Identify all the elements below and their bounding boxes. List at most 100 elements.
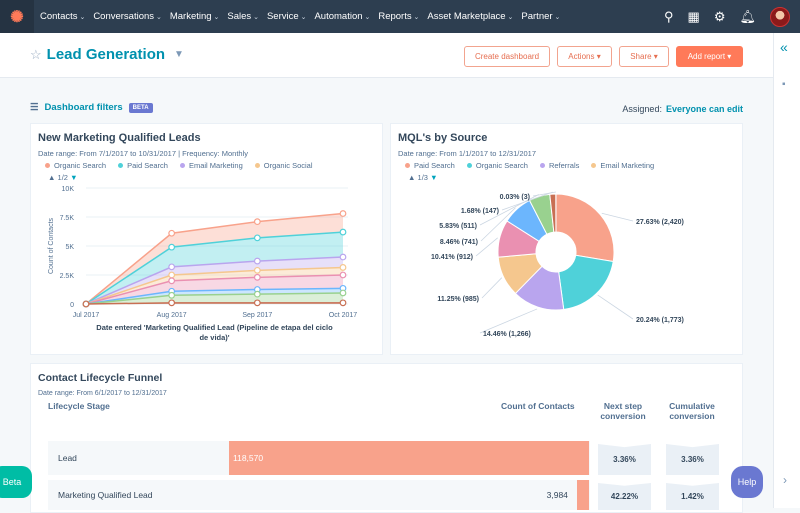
x-tick-label: Aug 2017	[157, 312, 187, 319]
marketplace-icon[interactable]: ▦	[688, 9, 700, 25]
data-point	[340, 265, 346, 271]
help-button[interactable]: Help	[731, 466, 763, 498]
y-tick-label: 7.5K	[60, 215, 75, 222]
label-leader	[480, 309, 537, 333]
dashboard-header: ☆ Lead Generation ▼ Create dashboard Actio…	[0, 33, 773, 78]
data-point	[255, 275, 261, 281]
dashboard-filters-link[interactable]: Dashboard filters	[45, 102, 123, 113]
nav-partner[interactable]: Partner	[521, 11, 560, 22]
pie-chart: 27.63% (2,420)20.24% (1,773)14.46% (1,26…	[391, 124, 744, 356]
data-point	[340, 300, 346, 306]
data-point	[169, 264, 175, 270]
chevron-right-icon[interactable]: ›	[783, 473, 787, 487]
lifecycle-funnel-card: Contact Lifecycle Funnel Date range: Fro…	[30, 363, 743, 513]
nav-service[interactable]: Service	[267, 11, 307, 22]
bell-icon[interactable]: 🔔︎	[739, 9, 756, 25]
cumulative-conversion: 3.36%	[666, 444, 719, 475]
pie-slice	[559, 255, 614, 309]
data-point	[169, 244, 175, 250]
funnel-row: Lead 118,570	[48, 441, 590, 475]
page-title: Lead Generation	[47, 46, 165, 63]
nav-automation[interactable]: Automation	[314, 11, 370, 22]
slice-label: 0.03% (3)	[500, 194, 530, 201]
data-point	[340, 254, 346, 260]
slice-label: 5.83% (511)	[439, 223, 477, 230]
star-icon[interactable]: ☆	[30, 47, 42, 63]
funnel-row: Marketing Qualified Lead 3,984	[48, 480, 590, 510]
data-point	[169, 272, 175, 278]
search-icon[interactable]: ⚲	[664, 9, 674, 25]
count-value: 118,570	[233, 453, 263, 463]
nav-marketing[interactable]: Marketing	[170, 11, 220, 22]
assigned-label: Assigned:	[622, 104, 662, 114]
y-tick-label: 2.5K	[60, 273, 75, 280]
count-bar	[577, 480, 589, 510]
x-tick-label: Oct 2017	[329, 312, 358, 319]
label-leader	[598, 295, 633, 319]
cumulative-conversion: 1.42%	[666, 483, 719, 510]
stage-label: Lead	[58, 453, 77, 463]
nav-asset-marketplace[interactable]: Asset Marketplace	[427, 11, 513, 22]
nav-conversations[interactable]: Conversations	[93, 11, 162, 22]
hubspot-logo[interactable]: ✺	[0, 0, 34, 33]
data-point	[169, 300, 175, 306]
y-axis-label: Count of Contacts	[48, 217, 55, 274]
beta-button[interactable]: Beta	[0, 466, 32, 498]
y-tick-label: 10K	[62, 186, 75, 193]
add-report-button[interactable]: Add report ▾	[676, 46, 743, 67]
y-tick-label: 0	[70, 302, 74, 309]
label-leader	[602, 213, 633, 221]
label-leader	[476, 238, 498, 256]
y-tick-label: 5K	[65, 244, 74, 251]
chevron-down-icon[interactable]: ▼	[174, 49, 184, 60]
col-header-cum: Cumulative conversion	[663, 401, 721, 421]
x-tick-label: Sep 2017	[242, 312, 272, 319]
data-point	[83, 301, 89, 307]
slice-label: 11.25% (985)	[437, 296, 479, 303]
nav-sales[interactable]: Sales	[227, 11, 259, 22]
count-bar	[229, 441, 589, 475]
share-button[interactable]: Share ▾	[619, 46, 669, 67]
data-point	[255, 219, 261, 225]
beta-badge: BETA	[129, 103, 153, 113]
nav-contacts[interactable]: Contacts	[40, 11, 85, 22]
data-point	[169, 293, 175, 299]
gear-icon[interactable]: ⚙	[714, 9, 726, 25]
data-point	[169, 278, 175, 284]
nav-reports[interactable]: Reports	[378, 11, 419, 22]
data-point	[340, 272, 346, 278]
data-point	[340, 211, 346, 217]
slice-label: 27.63% (2,420)	[636, 219, 684, 226]
collapse-icon[interactable]: «	[780, 39, 788, 55]
data-point	[169, 230, 175, 236]
stage-label: Marketing Qualified Lead	[58, 490, 153, 500]
slice-label: 1.68% (147)	[461, 208, 499, 215]
mql-line-chart-card: New Marketing Qualified Leads Date range…	[30, 123, 383, 355]
slice-label: 20.24% (1,773)	[636, 317, 684, 324]
data-point	[255, 258, 261, 264]
mql-source-pie-card: MQL's by Source Date range: From 1/1/201…	[390, 123, 743, 355]
assigned-value-link[interactable]: Everyone can edit	[666, 104, 743, 114]
data-point	[255, 235, 261, 241]
x-axis-label: Date entered 'Marketing Qualified Lead (…	[96, 323, 333, 342]
actions-button[interactable]: Actions ▾	[557, 46, 612, 67]
data-point	[255, 268, 261, 274]
slice-label: 10.41% (912)	[431, 254, 473, 261]
right-sidebar: « ▪ ›	[773, 33, 800, 508]
count-value: 3,984	[547, 490, 568, 500]
col-header-stage: Lifecycle Stage	[48, 401, 110, 411]
x-tick-label: Jul 2017	[73, 312, 100, 319]
col-header-count: Count of Contacts	[501, 401, 575, 411]
slice-label: 8.46% (741)	[440, 239, 478, 246]
data-point	[255, 291, 261, 297]
filter-icon: ☰	[30, 102, 39, 113]
chat-icon[interactable]: ▪	[782, 79, 786, 90]
avatar[interactable]	[770, 7, 790, 27]
data-point	[340, 229, 346, 235]
next-step-conversion: 42.22%	[598, 483, 651, 510]
create-dashboard-button[interactable]: Create dashboard	[464, 46, 550, 67]
pie-slice	[556, 194, 614, 262]
data-point	[255, 300, 261, 306]
next-step-conversion: 3.36%	[598, 444, 651, 475]
top-nav: ✺ Contacts Conversations Marketing Sales…	[0, 0, 800, 33]
